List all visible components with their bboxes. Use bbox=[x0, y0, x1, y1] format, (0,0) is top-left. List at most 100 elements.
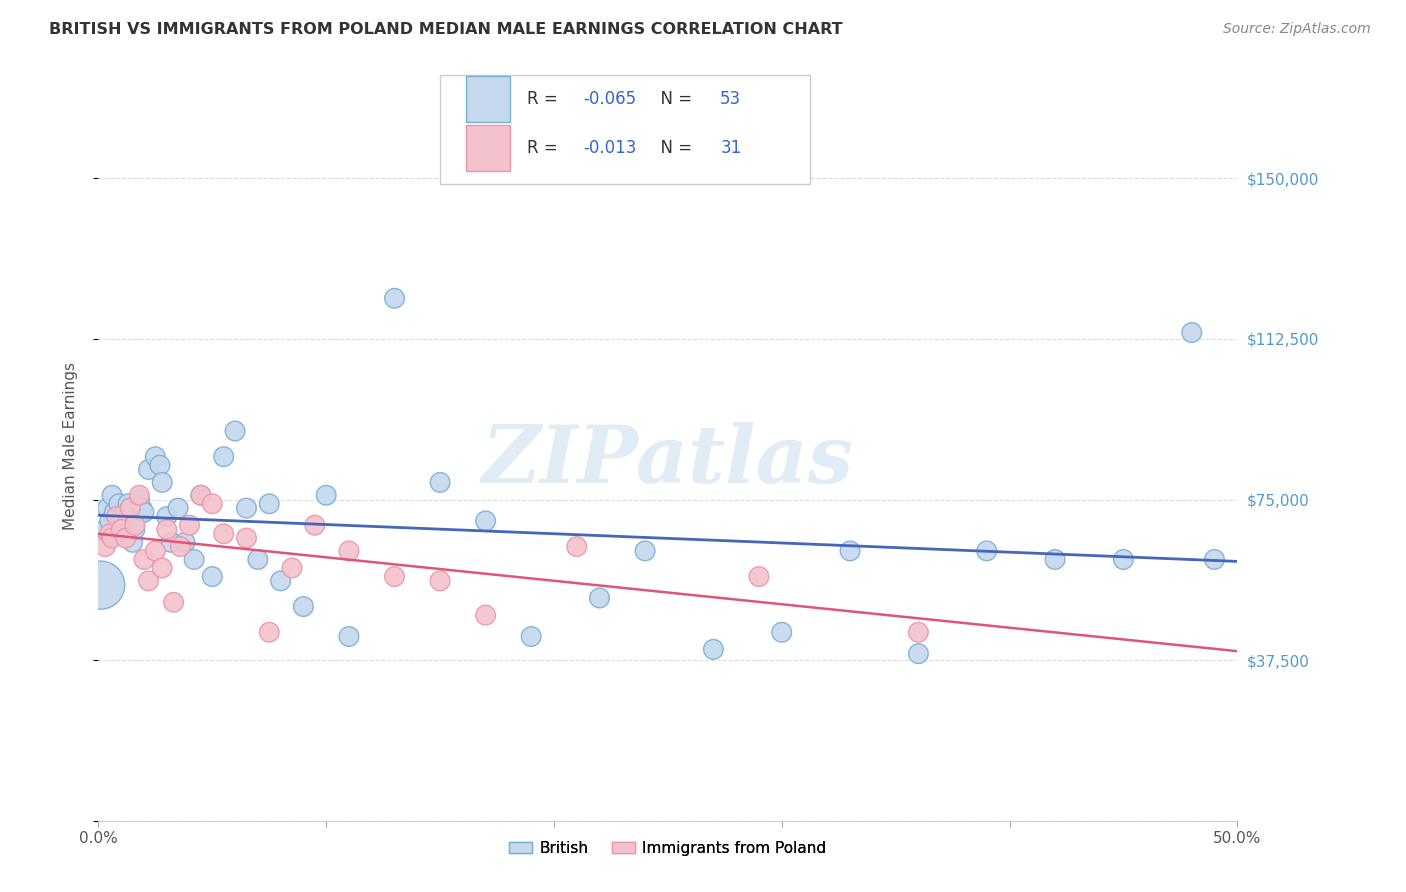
Point bbox=[201, 569, 224, 583]
Point bbox=[149, 458, 172, 473]
Point bbox=[132, 552, 155, 566]
Text: -0.013: -0.013 bbox=[583, 139, 637, 157]
Point bbox=[565, 540, 588, 554]
Point bbox=[169, 540, 191, 554]
Point bbox=[839, 544, 862, 558]
Point bbox=[138, 574, 160, 588]
Point bbox=[429, 574, 451, 588]
Text: N =: N = bbox=[650, 139, 697, 157]
Point bbox=[270, 574, 292, 588]
Point bbox=[98, 526, 121, 541]
Y-axis label: Median Male Earnings: Median Male Earnings bbox=[63, 362, 77, 530]
Point bbox=[235, 531, 257, 545]
Point bbox=[94, 540, 117, 554]
Point bbox=[224, 424, 246, 438]
Point bbox=[160, 535, 183, 549]
Legend: British, Immigrants from Poland: British, Immigrants from Poland bbox=[503, 835, 832, 862]
Point bbox=[156, 523, 179, 537]
Point bbox=[235, 501, 257, 516]
Text: 31: 31 bbox=[720, 139, 741, 157]
Point bbox=[384, 291, 406, 305]
Text: N =: N = bbox=[650, 90, 697, 108]
Point bbox=[114, 505, 136, 519]
Point bbox=[167, 501, 190, 516]
Point bbox=[634, 544, 657, 558]
Point bbox=[1204, 552, 1226, 566]
Point bbox=[110, 509, 132, 524]
Point bbox=[94, 523, 117, 537]
Point bbox=[112, 514, 135, 528]
Point bbox=[114, 531, 136, 545]
Point bbox=[110, 523, 132, 537]
FancyBboxPatch shape bbox=[467, 125, 509, 171]
Point bbox=[1181, 326, 1204, 340]
Point bbox=[292, 599, 315, 614]
Point bbox=[150, 475, 173, 490]
Point bbox=[145, 544, 167, 558]
Point bbox=[281, 561, 304, 575]
Point bbox=[520, 630, 543, 644]
Point bbox=[105, 509, 128, 524]
Point bbox=[212, 526, 235, 541]
Point bbox=[190, 488, 212, 502]
Point bbox=[128, 492, 150, 507]
Point bbox=[131, 501, 153, 516]
Point bbox=[1112, 552, 1135, 566]
Point bbox=[1043, 552, 1066, 566]
Point bbox=[907, 647, 929, 661]
Point bbox=[124, 518, 146, 533]
Point bbox=[337, 544, 360, 558]
Point bbox=[246, 552, 269, 566]
Text: ZIPatlas: ZIPatlas bbox=[482, 422, 853, 500]
Point bbox=[127, 509, 149, 524]
Point bbox=[145, 450, 167, 464]
Text: Source: ZipAtlas.com: Source: ZipAtlas.com bbox=[1223, 22, 1371, 37]
Point bbox=[190, 488, 212, 502]
Text: -0.065: -0.065 bbox=[583, 90, 637, 108]
Point bbox=[201, 497, 224, 511]
Point bbox=[162, 595, 184, 609]
Point bbox=[108, 497, 131, 511]
Point bbox=[770, 625, 793, 640]
Point bbox=[124, 523, 146, 537]
Point bbox=[117, 497, 139, 511]
Text: R =: R = bbox=[527, 139, 562, 157]
Point bbox=[304, 518, 326, 533]
Point bbox=[101, 531, 124, 545]
Point bbox=[150, 561, 173, 575]
FancyBboxPatch shape bbox=[440, 75, 810, 184]
Point bbox=[315, 488, 337, 502]
Point bbox=[132, 505, 155, 519]
Point bbox=[156, 509, 179, 524]
Point bbox=[429, 475, 451, 490]
Text: R =: R = bbox=[527, 90, 562, 108]
FancyBboxPatch shape bbox=[467, 76, 509, 122]
Point bbox=[101, 488, 124, 502]
Point bbox=[128, 488, 150, 502]
Point bbox=[337, 630, 360, 644]
Point bbox=[174, 535, 197, 549]
Point bbox=[121, 535, 143, 549]
Point bbox=[212, 450, 235, 464]
Point bbox=[138, 462, 160, 476]
Point bbox=[474, 608, 496, 623]
Point bbox=[96, 501, 118, 516]
Point bbox=[120, 501, 142, 516]
Point bbox=[474, 514, 496, 528]
Point bbox=[384, 569, 406, 583]
Text: BRITISH VS IMMIGRANTS FROM POLAND MEDIAN MALE EARNINGS CORRELATION CHART: BRITISH VS IMMIGRANTS FROM POLAND MEDIAN… bbox=[49, 22, 842, 37]
Point bbox=[183, 552, 205, 566]
Point bbox=[976, 544, 998, 558]
Point bbox=[588, 591, 610, 605]
Point bbox=[98, 514, 121, 528]
Point bbox=[103, 505, 125, 519]
Point bbox=[748, 569, 770, 583]
Point bbox=[120, 501, 142, 516]
Point bbox=[907, 625, 929, 640]
Point bbox=[259, 625, 281, 640]
Point bbox=[179, 518, 201, 533]
Text: 53: 53 bbox=[720, 90, 741, 108]
Point bbox=[259, 497, 281, 511]
Point bbox=[702, 642, 724, 657]
Point bbox=[90, 578, 112, 592]
